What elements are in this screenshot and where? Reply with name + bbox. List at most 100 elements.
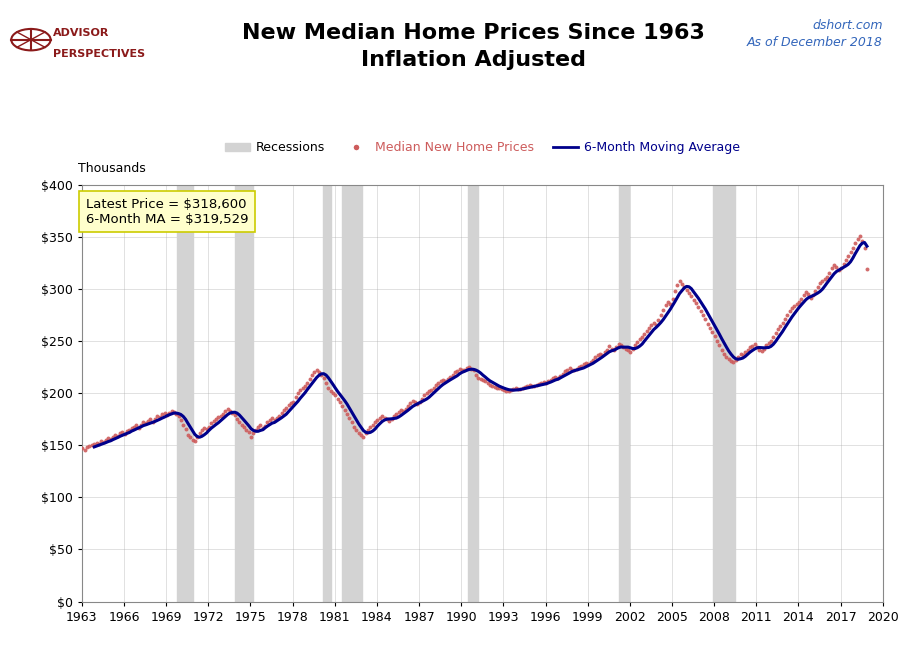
Point: [251, 421, 266, 432]
Point: [710, 336, 724, 346]
Point: [113, 428, 127, 438]
Point: [476, 375, 490, 385]
Point: [232, 417, 247, 428]
Point: [743, 342, 757, 353]
Point: [305, 369, 319, 380]
Point: [848, 238, 863, 249]
Point: [623, 346, 638, 357]
Point: [150, 411, 165, 422]
Point: [391, 407, 406, 417]
Point: [143, 414, 157, 424]
Point: [805, 290, 820, 301]
Point: [607, 344, 622, 355]
Point: [653, 310, 668, 321]
Point: [813, 278, 827, 288]
Point: [511, 384, 525, 395]
Point: [614, 340, 629, 351]
Point: [621, 344, 635, 355]
Point: [750, 342, 764, 353]
Text: Inflation Adjusted: Inflation Adjusted: [360, 50, 586, 69]
Point: [138, 418, 153, 429]
Point: [108, 430, 123, 440]
Point: [258, 420, 272, 431]
Point: [839, 254, 854, 265]
Point: [537, 377, 551, 387]
Point: [272, 411, 287, 422]
Point: [314, 369, 329, 380]
Point: [530, 379, 544, 390]
Point: [691, 301, 705, 312]
Point: [452, 364, 467, 375]
Point: [492, 383, 507, 393]
Point: [162, 408, 177, 418]
Point: [771, 323, 785, 334]
Point: [579, 358, 593, 368]
Point: [382, 416, 397, 427]
Point: [539, 377, 553, 388]
Point: [845, 243, 860, 253]
Point: [197, 422, 211, 433]
Point: [460, 363, 474, 373]
Point: [96, 437, 111, 447]
Point: [656, 305, 671, 315]
Point: [686, 294, 701, 305]
Point: [129, 419, 144, 430]
Point: [661, 296, 675, 307]
Point: [101, 433, 116, 444]
Point: [312, 368, 327, 378]
Point: [420, 388, 434, 399]
Point: [658, 299, 672, 310]
Point: [417, 390, 431, 401]
Point: [281, 399, 296, 410]
Point: [436, 375, 450, 385]
Point: [354, 430, 369, 440]
Point: [421, 386, 436, 397]
Point: [682, 288, 696, 299]
Point: [326, 388, 340, 399]
Point: [817, 274, 832, 284]
Point: [586, 355, 601, 366]
Point: [309, 365, 324, 375]
Point: [829, 262, 844, 272]
Point: [733, 348, 748, 359]
Point: [860, 264, 875, 275]
Point: [778, 314, 793, 325]
Point: [560, 365, 574, 375]
Point: [834, 263, 848, 274]
Point: [714, 344, 729, 355]
Text: ADVISOR: ADVISOR: [53, 28, 109, 38]
Point: [199, 424, 214, 434]
Point: [773, 321, 787, 331]
Point: [740, 344, 754, 355]
Point: [482, 379, 497, 390]
Point: [555, 368, 570, 379]
Point: [76, 443, 90, 453]
Point: [375, 411, 389, 422]
Point: [571, 362, 586, 373]
Point: [394, 405, 409, 415]
Point: [640, 325, 654, 336]
Point: [214, 411, 228, 422]
Point: [521, 381, 535, 391]
Point: [412, 397, 427, 407]
Point: [768, 328, 783, 338]
Point: [663, 299, 678, 309]
Point: [207, 416, 221, 427]
Point: [469, 369, 483, 380]
Point: [630, 337, 644, 348]
Text: dshort.com: dshort.com: [813, 19, 883, 32]
Point: [581, 359, 595, 369]
Point: [450, 366, 464, 377]
Point: [241, 426, 256, 437]
Point: [208, 414, 223, 424]
Point: [338, 405, 352, 415]
Point: [604, 343, 619, 354]
Point: [729, 355, 743, 366]
Point: [424, 385, 439, 395]
Point: [378, 413, 392, 424]
Point: [857, 243, 872, 253]
Point: [120, 426, 135, 436]
Point: [478, 375, 492, 386]
Point: [274, 408, 288, 418]
Point: [707, 330, 722, 341]
